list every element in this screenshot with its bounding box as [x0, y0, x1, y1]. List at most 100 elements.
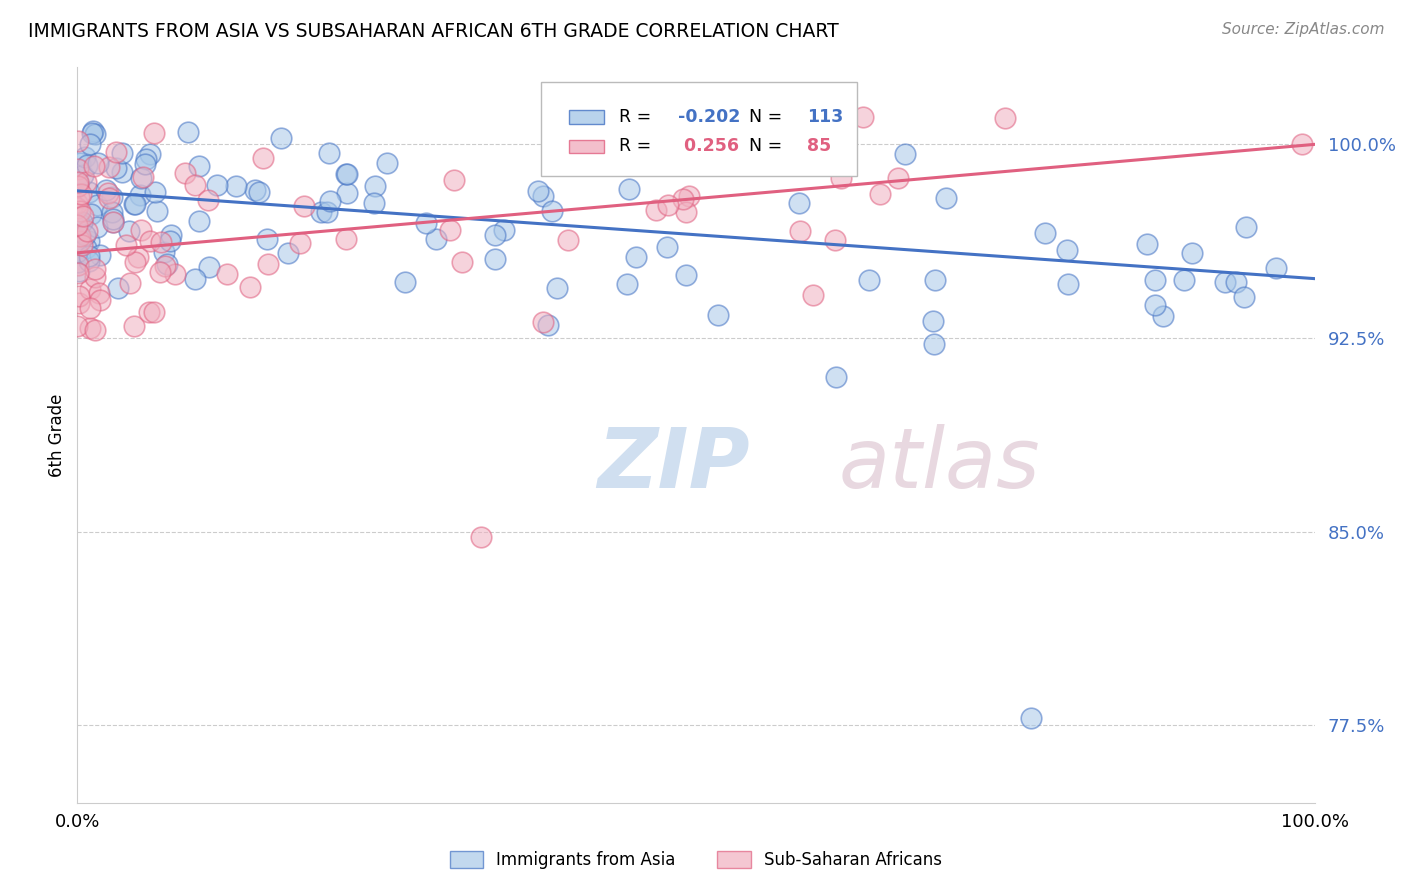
Text: 113: 113: [807, 108, 844, 126]
Point: [893, 147, 915, 161]
Point: [134, 157, 156, 171]
Point: [994, 111, 1017, 125]
Point: [124, 254, 146, 268]
Point: [67, 255, 90, 269]
Point: [143, 185, 166, 199]
Point: [150, 235, 173, 249]
Text: Source: ZipAtlas.com: Source: ZipAtlas.com: [1222, 22, 1385, 37]
Point: [205, 178, 228, 192]
Point: [707, 308, 730, 322]
Text: IMMIGRANTS FROM ASIA VS SUBSAHARAN AFRICAN 6TH GRADE CORRELATION CHART: IMMIGRANTS FROM ASIA VS SUBSAHARAN AFRIC…: [28, 22, 839, 41]
Point: [75, 228, 97, 243]
Point: [127, 250, 149, 264]
FancyBboxPatch shape: [568, 140, 605, 153]
Point: [316, 205, 339, 219]
Point: [83, 159, 105, 173]
Point: [239, 280, 262, 294]
Point: [557, 233, 579, 247]
Point: [101, 215, 124, 229]
Point: [159, 227, 181, 242]
Point: [86, 219, 108, 234]
Point: [107, 281, 129, 295]
Point: [415, 216, 437, 230]
Point: [97, 160, 120, 174]
Point: [655, 240, 678, 254]
Point: [443, 173, 465, 187]
Point: [1136, 236, 1159, 251]
Point: [527, 184, 550, 198]
Point: [79, 248, 101, 262]
Point: [1057, 277, 1080, 292]
Point: [710, 156, 733, 170]
Point: [146, 204, 169, 219]
Point: [858, 273, 880, 287]
Point: [142, 304, 165, 318]
Point: [1225, 275, 1247, 289]
Point: [76, 158, 98, 172]
Point: [143, 126, 166, 140]
Point: [69, 216, 91, 230]
Point: [546, 281, 568, 295]
Point: [79, 320, 101, 334]
Point: [101, 190, 124, 204]
FancyBboxPatch shape: [568, 111, 605, 124]
Point: [657, 198, 679, 212]
Text: -0.202: -0.202: [679, 108, 741, 126]
Point: [256, 232, 278, 246]
Point: [174, 166, 197, 180]
Point: [89, 248, 111, 262]
Point: [1019, 710, 1042, 724]
Point: [156, 257, 179, 271]
Point: [215, 267, 238, 281]
Point: [66, 161, 89, 176]
Point: [67, 264, 90, 278]
Point: [801, 288, 824, 302]
Point: [69, 234, 91, 248]
Point: [1033, 226, 1056, 240]
Point: [292, 199, 315, 213]
Point: [675, 268, 697, 282]
Point: [111, 165, 134, 179]
Point: [197, 193, 219, 207]
Point: [363, 195, 385, 210]
Point: [252, 151, 274, 165]
Point: [118, 276, 141, 290]
Point: [75, 175, 97, 189]
Point: [105, 145, 128, 160]
Point: [425, 232, 447, 246]
Point: [540, 203, 562, 218]
Point: [82, 124, 104, 138]
Point: [72, 169, 94, 183]
Point: [87, 286, 110, 301]
Point: [124, 197, 146, 211]
Point: [67, 134, 90, 148]
Point: [823, 144, 845, 158]
Point: [79, 301, 101, 315]
Point: [66, 245, 89, 260]
Point: [86, 155, 108, 169]
Text: 0.256: 0.256: [679, 137, 740, 155]
Point: [72, 209, 94, 223]
Point: [678, 188, 700, 202]
Point: [335, 232, 357, 246]
FancyBboxPatch shape: [541, 81, 856, 176]
Point: [69, 186, 91, 201]
Point: [139, 234, 162, 248]
Point: [1173, 273, 1195, 287]
Point: [335, 167, 357, 181]
Point: [132, 169, 155, 184]
Point: [336, 168, 359, 182]
Point: [789, 224, 811, 238]
Point: [335, 186, 357, 200]
Text: N =: N =: [749, 108, 787, 126]
Point: [70, 215, 93, 229]
Point: [494, 223, 516, 237]
Point: [924, 272, 946, 286]
Point: [69, 156, 91, 170]
Point: [1291, 137, 1313, 152]
Point: [101, 212, 124, 227]
Point: [470, 530, 492, 544]
Point: [66, 258, 89, 272]
Point: [77, 253, 100, 268]
Text: R =: R =: [619, 108, 657, 126]
